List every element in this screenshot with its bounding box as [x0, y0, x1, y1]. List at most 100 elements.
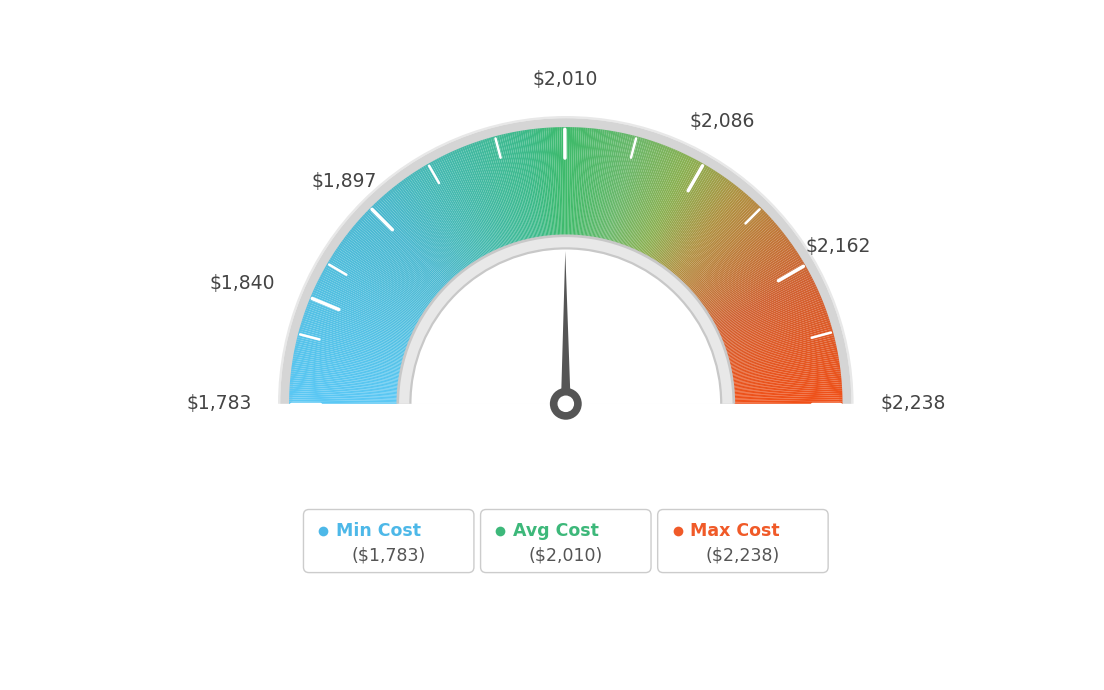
Wedge shape: [280, 118, 851, 404]
Wedge shape: [731, 348, 837, 371]
Wedge shape: [732, 356, 839, 376]
Wedge shape: [291, 367, 399, 383]
Wedge shape: [715, 278, 814, 328]
Wedge shape: [690, 217, 772, 292]
Wedge shape: [352, 226, 437, 297]
Wedge shape: [585, 129, 601, 237]
Wedge shape: [349, 230, 435, 299]
Wedge shape: [710, 261, 804, 318]
Wedge shape: [668, 184, 735, 271]
Wedge shape: [733, 373, 841, 386]
Wedge shape: [394, 185, 463, 272]
Wedge shape: [734, 400, 842, 402]
Wedge shape: [503, 134, 529, 240]
Text: ($2,010): ($2,010): [529, 546, 603, 564]
Wedge shape: [417, 169, 477, 262]
Wedge shape: [318, 278, 416, 328]
Wedge shape: [542, 128, 553, 236]
Wedge shape: [337, 246, 427, 309]
Wedge shape: [351, 228, 436, 297]
FancyBboxPatch shape: [304, 509, 474, 573]
Wedge shape: [397, 183, 465, 270]
Wedge shape: [678, 197, 752, 279]
Wedge shape: [701, 239, 789, 305]
Wedge shape: [590, 130, 607, 237]
Text: $2,086: $2,086: [690, 112, 755, 131]
Wedge shape: [368, 210, 446, 287]
Wedge shape: [444, 155, 493, 253]
Wedge shape: [565, 127, 567, 235]
Wedge shape: [304, 312, 407, 349]
Wedge shape: [576, 128, 585, 236]
Wedge shape: [596, 132, 617, 239]
Wedge shape: [689, 216, 771, 290]
Wedge shape: [396, 184, 464, 271]
Wedge shape: [315, 286, 414, 333]
Wedge shape: [682, 204, 758, 283]
Wedge shape: [644, 158, 696, 255]
Wedge shape: [712, 268, 808, 323]
Wedge shape: [518, 131, 538, 238]
Wedge shape: [427, 164, 482, 258]
Wedge shape: [393, 186, 461, 273]
Wedge shape: [310, 296, 411, 339]
Wedge shape: [729, 335, 835, 363]
Wedge shape: [696, 228, 781, 297]
Wedge shape: [301, 320, 405, 355]
Wedge shape: [411, 174, 473, 265]
Wedge shape: [331, 255, 424, 315]
Wedge shape: [529, 129, 544, 237]
Wedge shape: [364, 213, 444, 288]
Wedge shape: [733, 371, 841, 385]
Wedge shape: [707, 252, 798, 313]
Wedge shape: [478, 141, 513, 244]
Wedge shape: [450, 152, 497, 251]
Wedge shape: [290, 373, 399, 386]
Wedge shape: [651, 166, 709, 259]
Wedge shape: [333, 252, 425, 313]
Wedge shape: [605, 135, 633, 241]
Wedge shape: [346, 234, 433, 302]
Wedge shape: [640, 155, 690, 253]
Wedge shape: [728, 328, 832, 359]
Wedge shape: [734, 384, 842, 393]
Wedge shape: [645, 159, 698, 256]
Wedge shape: [289, 397, 397, 401]
Wedge shape: [734, 388, 842, 396]
Wedge shape: [613, 138, 645, 243]
Wedge shape: [293, 358, 400, 377]
Wedge shape: [708, 254, 799, 314]
Wedge shape: [660, 175, 723, 266]
Wedge shape: [373, 204, 449, 283]
Wedge shape: [280, 118, 851, 404]
Wedge shape: [369, 208, 447, 286]
Wedge shape: [361, 216, 443, 290]
Wedge shape: [510, 132, 533, 239]
FancyBboxPatch shape: [480, 509, 651, 573]
Wedge shape: [733, 380, 841, 391]
Wedge shape: [341, 241, 429, 306]
Wedge shape: [633, 150, 678, 250]
Wedge shape: [322, 270, 418, 324]
Wedge shape: [412, 250, 720, 404]
Wedge shape: [571, 127, 576, 236]
Wedge shape: [652, 167, 710, 260]
Wedge shape: [480, 140, 516, 244]
Wedge shape: [692, 221, 775, 293]
Wedge shape: [328, 261, 422, 318]
Wedge shape: [728, 324, 831, 357]
Wedge shape: [711, 265, 806, 320]
Wedge shape: [594, 131, 614, 238]
Wedge shape: [342, 239, 431, 305]
Wedge shape: [294, 350, 401, 373]
Wedge shape: [460, 148, 502, 248]
Wedge shape: [658, 172, 720, 264]
Wedge shape: [698, 233, 785, 301]
Text: ($1,783): ($1,783): [351, 546, 426, 564]
Wedge shape: [482, 139, 517, 244]
Wedge shape: [390, 189, 459, 274]
Wedge shape: [508, 132, 532, 239]
Wedge shape: [687, 211, 766, 288]
Wedge shape: [308, 302, 410, 343]
Wedge shape: [624, 144, 664, 246]
